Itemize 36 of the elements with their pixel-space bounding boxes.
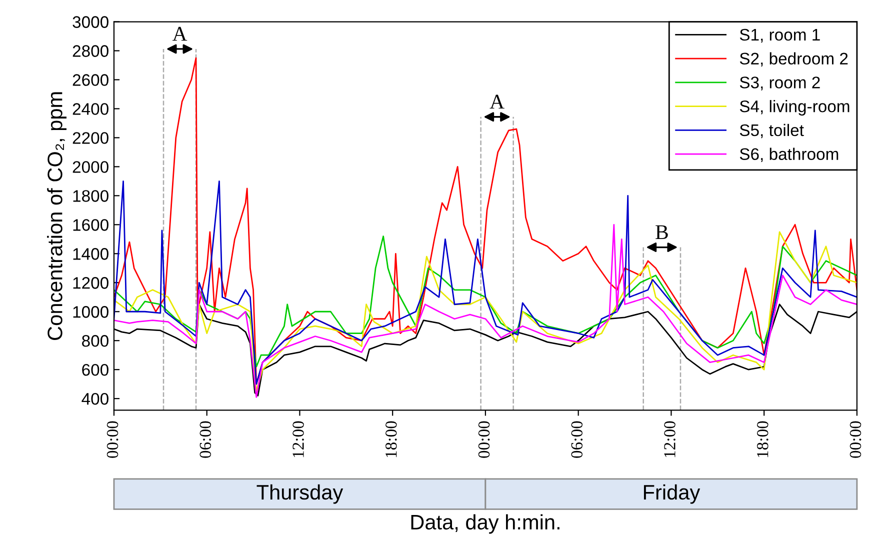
legend-label: S6, bathroom — [740, 148, 838, 162]
y-tick-label: 2000 — [72, 161, 108, 173]
y-tick-label: 2600 — [72, 74, 108, 86]
x-tick-label: 18:00 — [757, 421, 768, 458]
y-tick-label: 1200 — [73, 277, 108, 289]
y-tick-label: 1800 — [73, 190, 108, 202]
y-tick-label: 3000 — [72, 16, 108, 28]
y-tick-label: 1000 — [73, 306, 108, 318]
y-tick-label: 800 — [82, 335, 108, 347]
y-axis-title: Concentration of CO₂, ppm — [47, 92, 66, 340]
x-tick-label: 00:00 — [478, 421, 490, 458]
x-axis-title: Data, day h:min. — [411, 514, 560, 534]
x-tick-label: 18:00 — [386, 421, 397, 458]
legend-label: S1, room 1 — [740, 28, 820, 43]
y-tick-label: 1400 — [73, 248, 108, 260]
y-tick-label: 2800 — [72, 45, 108, 57]
x-tick-label: 12:00 — [292, 421, 304, 458]
legend-label: S4, living-room — [740, 100, 850, 116]
y-tick-label: 600 — [82, 364, 108, 376]
x-tick-label: 06:00 — [571, 421, 583, 458]
annotation: B — [656, 225, 668, 240]
text: Friday — [644, 484, 700, 504]
legend-label: S3, room 2 — [740, 76, 820, 90]
x-tick-label: 00:00 — [106, 421, 118, 458]
y-tick-label: 2400 — [72, 103, 108, 115]
y-tick-label: 400 — [82, 392, 108, 405]
text: Thursday — [256, 484, 344, 504]
legend-label: S2, bedroom 2 — [740, 52, 848, 67]
annotation: A — [172, 26, 188, 41]
y-tick-label: 1600 — [73, 219, 108, 231]
legend-label: S5, toilet — [740, 124, 804, 138]
x-tick-label: 12:00 — [664, 421, 676, 458]
x-tick-label: 06:00 — [200, 421, 212, 458]
y-tick-label: 2200 — [72, 132, 108, 144]
x-tick-label: 00:00 — [850, 421, 862, 458]
annotation: A — [490, 94, 504, 109]
